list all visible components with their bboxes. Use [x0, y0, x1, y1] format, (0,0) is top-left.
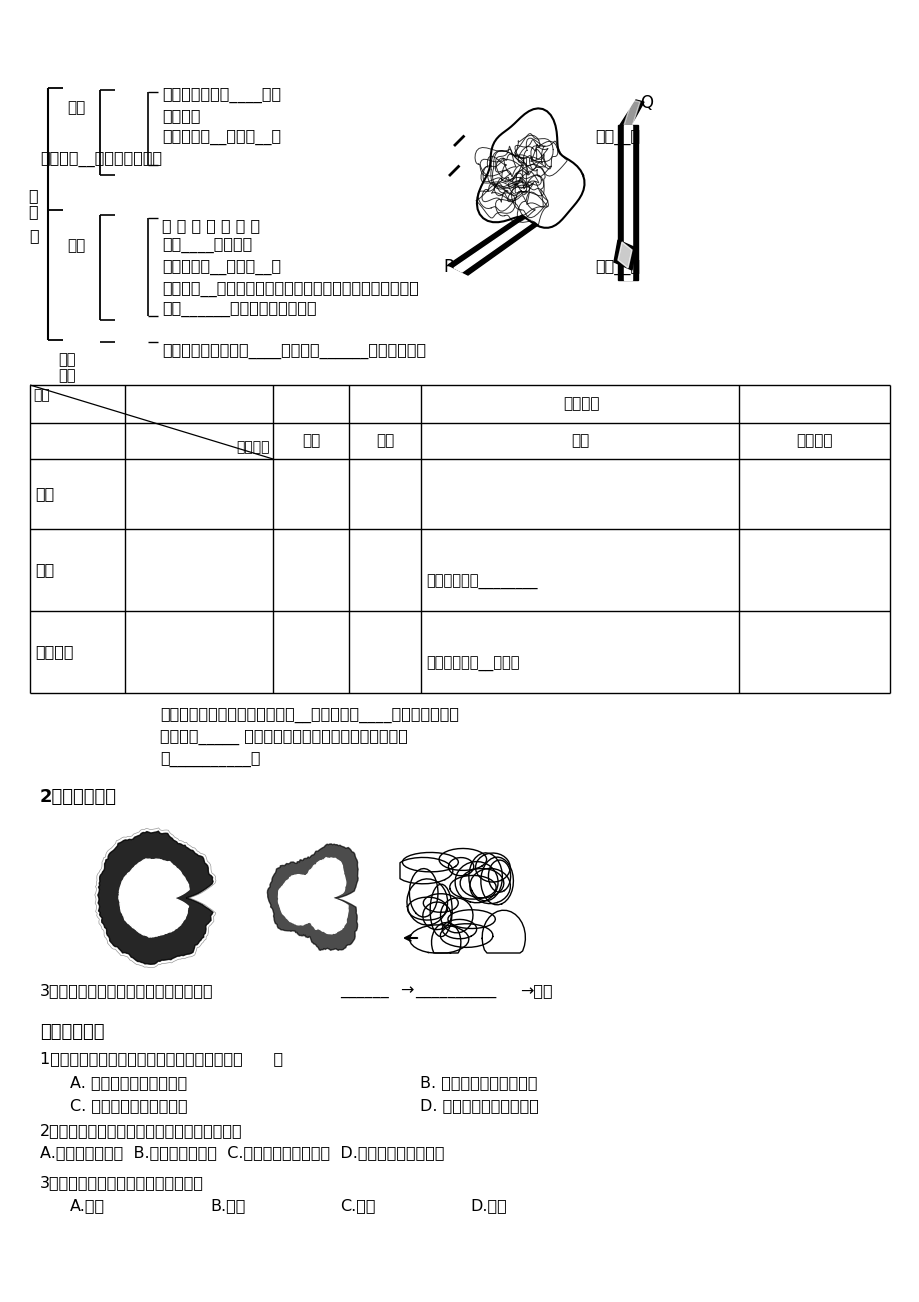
Text: 血流速度: 血流速度	[795, 434, 832, 448]
Text: 概念：连通于最小的____与最小的______之间的血管。: 概念：连通于最小的____与最小的______之间的血管。	[162, 344, 425, 359]
Text: A. 静脉、动脉、毛细血管: A. 静脉、动脉、毛细血管	[70, 1075, 187, 1090]
Text: Q: Q	[640, 94, 652, 112]
Text: 静脉: 静脉	[35, 562, 54, 578]
Text: 血管: 血管	[58, 368, 75, 383]
Text: 概念：把血液从____送到: 概念：把血液从____送到	[162, 89, 281, 103]
Text: 血流速度__、多分布较深。: 血流速度__、多分布较深。	[40, 152, 162, 167]
Text: B.二层: B.二层	[210, 1198, 245, 1213]
Text: C. 静脉、毛细血管、动脉: C. 静脉、毛细血管、动脉	[70, 1098, 187, 1113]
Text: 特点：数量多、分布广、壁非常__、血流速度____、管腔很细只允: 特点：数量多、分布广、壁非常__、血流速度____、管腔很细只允	[160, 708, 459, 723]
Text: 毛细: 毛细	[58, 352, 75, 367]
Polygon shape	[119, 859, 189, 937]
Text: C.五层: C.五层	[340, 1198, 375, 1213]
Text: →静脉: →静脉	[519, 983, 552, 999]
Text: 管: 管	[28, 204, 38, 219]
Text: A.一层: A.一层	[70, 1198, 105, 1213]
Text: 动脉: 动脉	[67, 100, 85, 115]
Text: 动脉: 动脉	[35, 487, 54, 501]
Text: 血流方向: 血流方向	[236, 440, 269, 454]
Text: 血管: 血管	[33, 388, 50, 402]
Text: 血流速度__、多分布较浅，有的与动脉伴行较深。四肢静脉: 血流速度__、多分布较浅，有的与动脉伴行较深。四肢静脉	[162, 283, 418, 297]
Text: →: →	[400, 983, 413, 999]
Text: 只允许红细胞__行通过: 只允许红细胞__行通过	[425, 656, 519, 672]
Text: 许红细胞_____ 通过。这种特点便于血液与组织细胞进: 许红细胞_____ 通过。这种特点便于血液与组织细胞进	[160, 730, 407, 745]
Text: D. 动脉、静脉、毛细血管: D. 动脉、静脉、毛细血管	[420, 1098, 539, 1113]
Text: 毛细血管: 毛细血管	[35, 644, 74, 660]
Polygon shape	[618, 125, 637, 280]
Polygon shape	[619, 100, 643, 128]
Text: P: P	[443, 258, 453, 276]
Text: 管腔__、: 管腔__、	[595, 130, 640, 146]
Text: 的血管。: 的血管。	[162, 108, 200, 122]
Text: 四肢静脉里有________: 四肢静脉里有________	[425, 574, 537, 590]
Text: B. 毛细血管、静脉、动脉: B. 毛细血管、静脉、动脉	[420, 1075, 537, 1090]
Text: 血: 血	[28, 187, 38, 203]
Text: 行__________。: 行__________。	[160, 753, 260, 767]
Polygon shape	[613, 240, 635, 270]
Text: 2、自我小结：: 2、自我小结：	[40, 788, 117, 806]
Text: 【中考链接】: 【中考链接】	[40, 1023, 105, 1042]
Text: 管: 管	[29, 228, 39, 243]
Text: 特点：管壁__、弹性__、: 特点：管壁__、弹性__、	[162, 260, 281, 275]
Text: 管壁: 管壁	[301, 434, 320, 448]
Polygon shape	[453, 217, 532, 272]
Text: 静脉: 静脉	[67, 238, 85, 253]
Text: 特点：管壁__、弹性__、: 特点：管壁__、弹性__、	[162, 130, 281, 146]
Polygon shape	[278, 858, 347, 934]
Text: 管腔: 管腔	[571, 434, 588, 448]
Polygon shape	[618, 242, 631, 268]
Polygon shape	[97, 831, 213, 965]
Text: 2、血液在哪种血管中流得最慢，这有利于（）: 2、血液在哪种血管中流得最慢，这有利于（）	[40, 1124, 243, 1138]
Text: 内有______，可防止血液倒流。: 内有______，可防止血液倒流。	[162, 302, 316, 318]
Text: 概 念 ： 把 血 液 从: 概 念 ： 把 血 液 从	[162, 217, 260, 233]
Text: 形态结构: 形态结构	[562, 397, 599, 411]
Polygon shape	[448, 215, 538, 275]
Text: __________: __________	[414, 983, 495, 999]
Polygon shape	[623, 125, 631, 280]
Text: 3、构成毛细血管壁的细胞层数是（）: 3、构成毛细血管壁的细胞层数是（）	[40, 1174, 204, 1190]
Text: 送回____的血管。: 送回____的血管。	[162, 238, 252, 253]
Text: 管腔__、: 管腔__、	[595, 260, 640, 275]
Text: 弹性: 弹性	[376, 434, 393, 448]
Text: A.动脉，气体交换  B.静脉，物质交换  C.毛细血管，气体交换  D.毛细血管，物质交换: A.动脉，气体交换 B.静脉，物质交换 C.毛细血管，气体交换 D.毛细血管，物…	[40, 1144, 444, 1160]
Text: ______: ______	[340, 983, 389, 999]
Polygon shape	[623, 100, 640, 128]
Text: 3、血液在这三种血管中流动的方向是：: 3、血液在这三种血管中流动的方向是：	[40, 983, 213, 999]
Polygon shape	[267, 844, 357, 950]
Text: D.十层: D.十层	[470, 1198, 506, 1213]
Text: 1、看以下图形表示的选择血管排序正常的是（      ）: 1、看以下图形表示的选择血管排序正常的是（ ）	[40, 1051, 283, 1066]
